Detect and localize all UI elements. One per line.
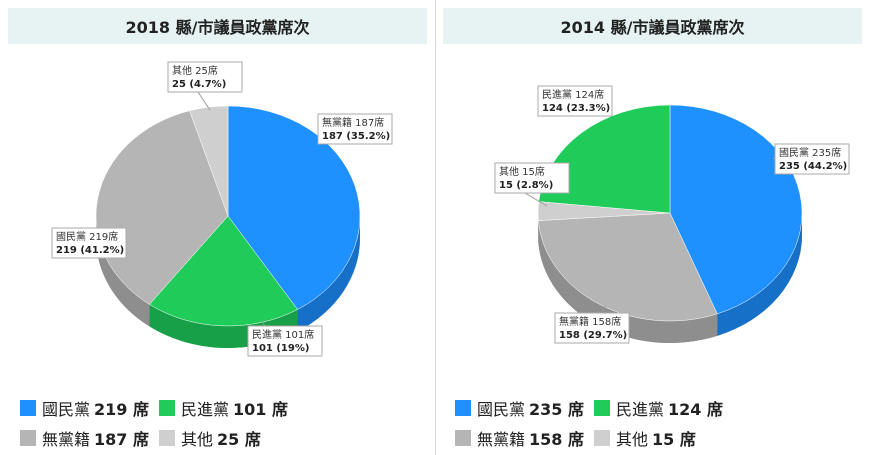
pie-slice[interactable] (227, 105, 361, 310)
label-name: 國民黨 219席 (56, 230, 118, 243)
legend-item[interactable]: 國民黨 219 席 (20, 396, 149, 420)
legend-name: 無黨籍 (42, 430, 91, 449)
legend-swatch (20, 400, 36, 416)
legend-item[interactable]: 無黨籍 187 席 (20, 426, 149, 450)
slice-label: 無黨籍 158席 158 (29.7%) (554, 305, 630, 344)
legend-value: 25 席 (217, 430, 261, 449)
pie-slice[interactable] (95, 110, 229, 305)
label-name: 民進黨 101席 (252, 328, 314, 341)
pie-side-segment (538, 220, 718, 343)
label-box (317, 113, 393, 145)
chart-title: 2014 縣/市議員政黨席次 (443, 8, 862, 44)
legend-name: 無黨籍 (477, 430, 526, 449)
label-value: 219 (41.2%) (56, 245, 124, 256)
chart-title: 2018 縣/市議員政黨席次 (8, 8, 427, 44)
label-value: 124 (23.3%) (542, 103, 610, 114)
legend-swatch (455, 400, 471, 416)
pie-side-segment (96, 216, 150, 327)
slice-label: 其他 25席 25 (4.7%) (167, 61, 243, 111)
legend-swatch (159, 430, 175, 446)
label-box (554, 312, 630, 344)
legend-name: 國民黨 (477, 400, 526, 419)
chart-panel-2014: 2014 縣/市議員政黨席次 國民黨 235席 235 (44.2%) 無黨籍 15… (435, 0, 870, 455)
legend-swatch (159, 400, 175, 416)
legend-value: 187 席 (94, 430, 149, 449)
label-value: 158 (29.7%) (559, 330, 627, 341)
label-value: 187 (35.2%) (322, 131, 390, 142)
label-value: 235 (44.2%) (779, 161, 847, 172)
label-value: 15 (2.8%) (499, 180, 553, 191)
pie-side-segment (717, 213, 802, 336)
legend-name: 其他 (181, 430, 214, 449)
legend-item[interactable]: 其他 15 席 (594, 426, 696, 450)
legend-item[interactable]: 無黨籍 158 席 (455, 426, 584, 450)
leader-line (197, 91, 211, 111)
label-value: 25 (4.7%) (172, 79, 226, 90)
slice-label: 無黨籍 187席 187 (35.2%) (317, 113, 393, 145)
legend-item[interactable]: 民進黨 124 席 (594, 396, 723, 420)
label-name: 國民黨 235席 (779, 146, 841, 159)
slice-label: 民進黨 124席 124 (23.3%) (537, 85, 613, 117)
legend-swatch (20, 430, 36, 446)
pie-chart-2018: 國民黨 219席 219 (41.2%) 民進黨 101席 101 (19%) 無黨籍 … (51, 61, 393, 357)
legend-item[interactable]: 其他 25 席 (159, 426, 261, 450)
legend-swatch (455, 430, 471, 446)
pie-slice[interactable] (149, 215, 298, 327)
label-name: 民進黨 124席 (542, 88, 604, 101)
pie-chart-2014: 國民黨 235席 235 (44.2%) 無黨籍 158席 158 (29.7%) 其他… (494, 85, 850, 344)
label-box (51, 227, 127, 259)
slice-label: 國民黨 235席 235 (44.2%) (772, 143, 850, 175)
slice-label: 國民黨 219席 219 (41.2%) (51, 227, 127, 259)
legend-value: 219 席 (94, 400, 149, 419)
chart-panel-2018: 2018 縣/市議員政黨席次 國民黨 219席 219 (41.2%) 民進黨 10… (8, 8, 430, 455)
legend-swatch (594, 430, 610, 446)
legend-name: 其他 (616, 430, 649, 449)
legend-item[interactable]: 民進黨 101 席 (159, 396, 288, 420)
legend-value: 124 席 (668, 400, 723, 419)
legend-2014: 國民黨 235 席民進黨 124 席無黨籍 158 席其他 15 席 (455, 396, 865, 455)
slice-label: 其他 15席 15 (2.8%) (494, 162, 570, 207)
pie-slice[interactable] (538, 104, 671, 214)
label-box (494, 162, 570, 194)
label-value: 101 (19%) (252, 343, 309, 354)
legend-name: 國民黨 (42, 400, 91, 419)
slice-label: 民進黨 101席 101 (19%) (247, 319, 323, 357)
label-name: 其他 25席 (172, 64, 218, 77)
legend-value: 235 席 (529, 400, 584, 419)
legend-value: 158 席 (529, 430, 584, 449)
label-box (167, 61, 243, 93)
pie-side-segment (297, 216, 360, 332)
label-name: 其他 15席 (499, 165, 545, 178)
legend-item[interactable]: 國民黨 235 席 (455, 396, 584, 420)
legend-name: 民進黨 (616, 400, 665, 419)
legend-2018: 國民黨 219 席民進黨 101 席無黨籍 187 席其他 25 席 (20, 396, 430, 455)
label-box (774, 143, 850, 175)
pie-slice[interactable] (669, 104, 803, 315)
label-name: 無黨籍 187席 (322, 116, 384, 129)
legend-value: 15 席 (652, 430, 696, 449)
leader-line (524, 192, 548, 207)
legend-name: 民進黨 (181, 400, 230, 419)
label-box (247, 325, 323, 357)
pie-slice[interactable] (538, 212, 718, 322)
legend-swatch (594, 400, 610, 416)
label-name: 無黨籍 158席 (559, 315, 621, 328)
divider (435, 0, 436, 455)
label-box (537, 85, 613, 117)
legend-value: 101 席 (233, 400, 288, 419)
